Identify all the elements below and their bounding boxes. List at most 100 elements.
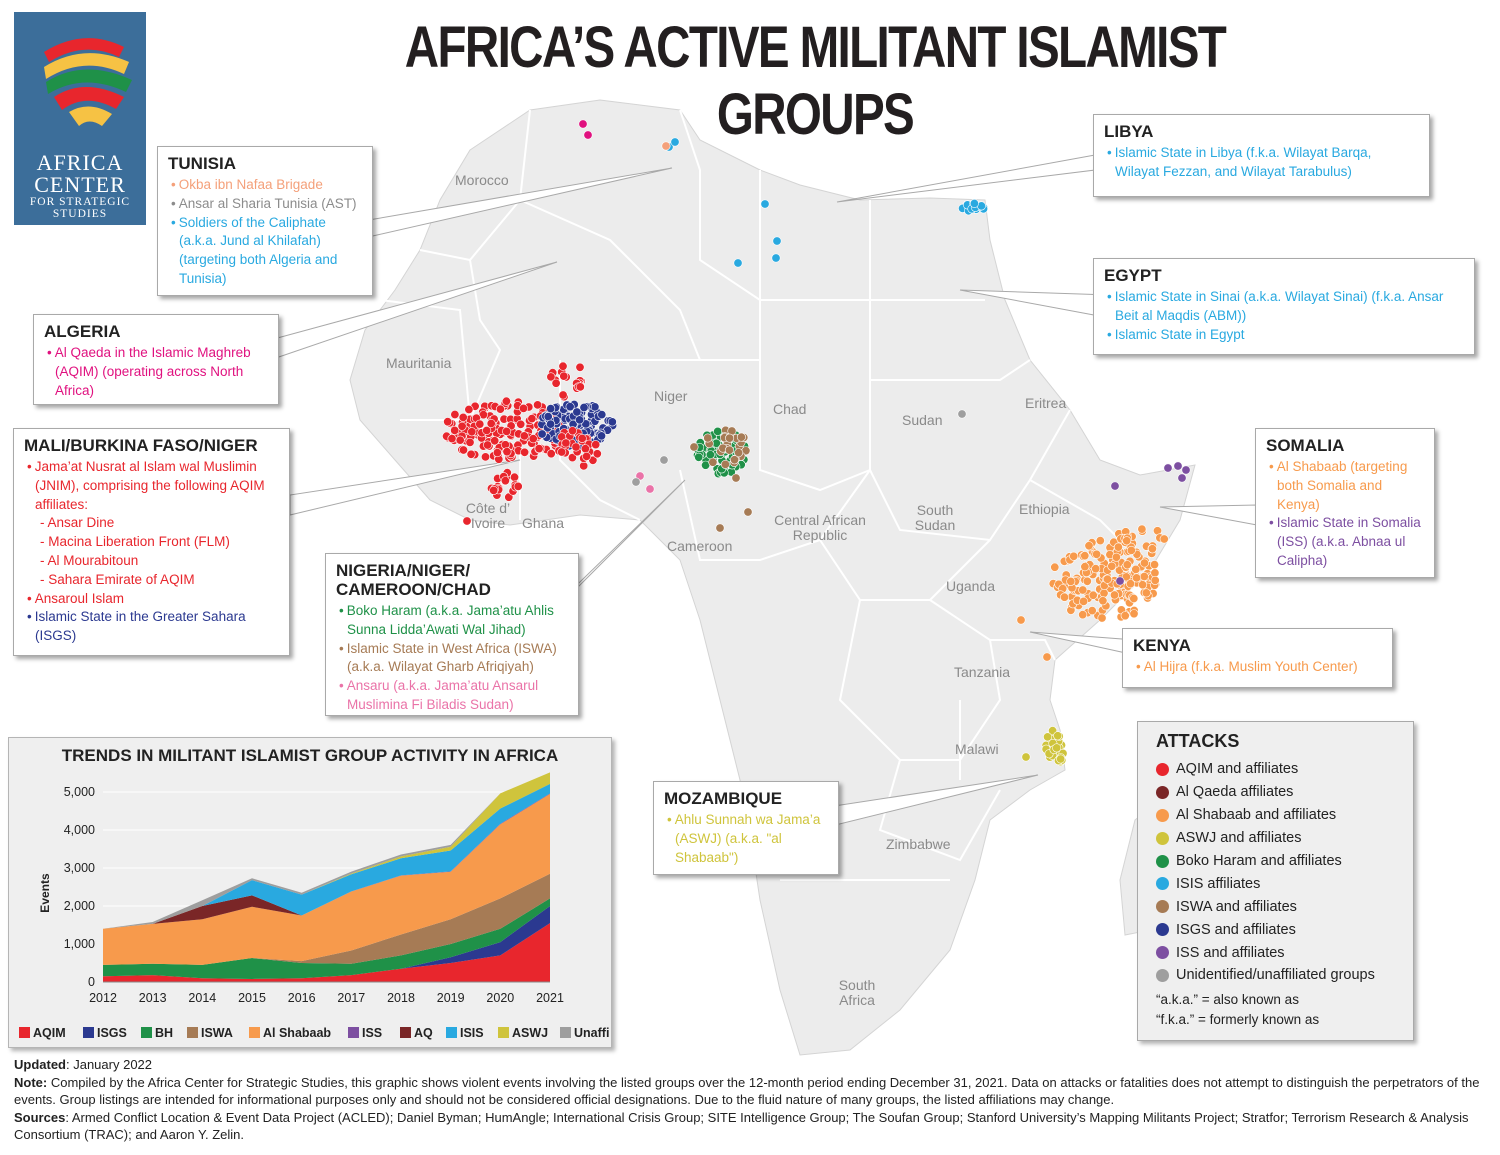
- attack-dot: [534, 444, 544, 454]
- chart-legend-label: ISS: [362, 1026, 382, 1040]
- attack-dot: [559, 371, 569, 381]
- label-eritrea: Eritrea: [1025, 395, 1067, 411]
- group-item: Islamic State in Somalia (ISS) (a.k.a. A…: [1266, 514, 1424, 570]
- x-tick-label: 2017: [337, 991, 365, 1005]
- footer-notes: Updated: January 2022 Note: Compiled by …: [14, 1056, 1489, 1144]
- attack-dot: [729, 455, 739, 465]
- chart-legend-label: AQIM: [33, 1026, 66, 1040]
- attack-dot: [1060, 592, 1070, 602]
- attacks-legend: ATTACKS AQIM and affiliates Al Qaeda affi…: [1137, 721, 1414, 1041]
- attack-dot: [590, 402, 600, 412]
- attack-dot: [694, 452, 704, 462]
- group-item: Al Qaeda in the Islamic Maghreb (AQIM) (…: [44, 344, 268, 400]
- attack-dot: [558, 390, 568, 400]
- attack-dot: [502, 426, 512, 436]
- attack-dot: [558, 361, 568, 371]
- attack-dot: [480, 452, 490, 462]
- chart-legend-label: ASWJ: [512, 1026, 548, 1040]
- callout-heading: EGYPT: [1104, 266, 1162, 285]
- attack-dot: [720, 459, 730, 469]
- attack-dot: [450, 425, 460, 435]
- area-series-al-shabaab: [103, 793, 550, 965]
- attack-dot: [575, 415, 585, 425]
- attack-dot: [1163, 463, 1173, 473]
- attack-dot: [1110, 481, 1120, 491]
- legend-item: ISS and affiliates: [1156, 941, 1395, 964]
- attack-dot: [760, 199, 770, 209]
- legend-dot-icon: [1156, 762, 1169, 776]
- callout-heading: TUNISIA: [168, 154, 236, 173]
- legend-item: Boko Haram and affiliates: [1156, 850, 1395, 873]
- attack-dot: [1139, 571, 1149, 581]
- attack-dot: [1091, 564, 1101, 574]
- callout-libya: LIBYA Islamic State in Libya (f.k.a. Wila…: [1093, 114, 1430, 197]
- logo-line-2: FOR STRATEGIC STUDIES: [29, 196, 131, 220]
- legend-item: ISIS affiliates: [1156, 872, 1395, 895]
- attack-dot: [582, 451, 592, 461]
- attack-dot: [1042, 652, 1052, 662]
- group-item: Al Mourabitoun: [24, 552, 279, 571]
- attack-dot: [771, 253, 781, 263]
- logo-line-1: AFRICA CENTER: [34, 150, 126, 197]
- legend-label: Unidentified/unaffiliated groups: [1176, 967, 1375, 984]
- attack-dot: [465, 437, 475, 447]
- attack-dot: [1113, 542, 1123, 552]
- attack-dot: [1069, 551, 1079, 561]
- attack-dot: [1126, 579, 1136, 589]
- attack-dot: [492, 448, 502, 458]
- callout-heading: SOMALIA: [1266, 436, 1345, 455]
- attack-dot: [1129, 609, 1139, 619]
- attack-dot: [457, 421, 467, 431]
- attack-dot: [580, 444, 590, 454]
- attack-dot: [1087, 606, 1097, 616]
- attack-dot: [533, 400, 543, 410]
- legend-item: AQIM and affiliates: [1156, 758, 1395, 781]
- group-item: Al Shabaab (targeting both Somalia and K…: [1266, 458, 1424, 514]
- attack-dot: [1122, 536, 1132, 546]
- attack-dot: [1126, 545, 1136, 555]
- attack-dot: [583, 130, 593, 140]
- attack-dot: [708, 457, 718, 467]
- chart-legend-swatch: [348, 1027, 359, 1038]
- attack-dot: [575, 362, 585, 372]
- attack-dot: [1056, 754, 1066, 764]
- legend-item: Al Qaeda affiliates: [1156, 781, 1395, 804]
- label-ghana: Ghana: [522, 515, 565, 531]
- attack-dot: [450, 409, 460, 419]
- legend-item: Al Shabaab and affiliates: [1156, 804, 1395, 827]
- legend-dot-icon: [1156, 854, 1169, 868]
- attack-dot: [659, 455, 669, 465]
- trend-area-chart: 0 1,000 2,000 3,000 4,000 5,000 2012 2013 2014 20…: [19, 772, 610, 1040]
- attack-dot: [1099, 588, 1109, 598]
- attack-dot: [475, 419, 485, 429]
- label-morocco: Morocco: [455, 172, 509, 188]
- trend-chart-panel: TRENDS IN MILITANT ISLAMIST GROUP ACTIVI…: [8, 737, 612, 1048]
- callout-tunisia: TUNISIA Okba ibn Nafaa BrigadeAnsar al Sh…: [157, 146, 373, 296]
- area-series-bh: [103, 898, 550, 979]
- attack-dot: [1107, 561, 1117, 571]
- footer-note: Note: Compiled by the Africa Center for …: [14, 1074, 1480, 1108]
- attack-dot: [1131, 564, 1141, 574]
- group-item: Ansaroul Islam: [24, 590, 279, 609]
- x-tick-label: 2020: [486, 991, 514, 1005]
- chart-legend-label: ISWA: [201, 1026, 233, 1040]
- callout-mozambique: MOZAMBIQUE Ahlu Sunnah wa Jama’a (ASWJ) (…: [653, 781, 839, 875]
- legend-dot-icon: [1156, 900, 1169, 914]
- attack-dot: [1137, 524, 1147, 534]
- attack-dot: [455, 435, 465, 445]
- callout-heading: ALGERIA: [44, 322, 121, 341]
- label-cameroon: Cameroon: [667, 538, 733, 554]
- legend-dot-icon: [1156, 785, 1169, 799]
- y-tick-label: 5,000: [64, 785, 95, 799]
- label-tanzania: Tanzania: [954, 664, 1011, 680]
- x-tick-label: 2018: [387, 991, 415, 1005]
- attack-dot: [1082, 576, 1092, 586]
- label-uganda: Uganda: [946, 578, 996, 594]
- callout-somalia: SOMALIA Al Shabaab (targeting both Somali…: [1255, 428, 1435, 578]
- callout-nigeria-niger-cameroon-chad: NIGERIA/NIGER/ CAMEROON/CHADBoko Haram (…: [325, 553, 579, 716]
- legend-dot-icon: [1156, 831, 1169, 845]
- attack-dot: [551, 378, 561, 388]
- attack-dot: [1121, 572, 1131, 582]
- chart-legend-label: ISIS: [460, 1026, 484, 1040]
